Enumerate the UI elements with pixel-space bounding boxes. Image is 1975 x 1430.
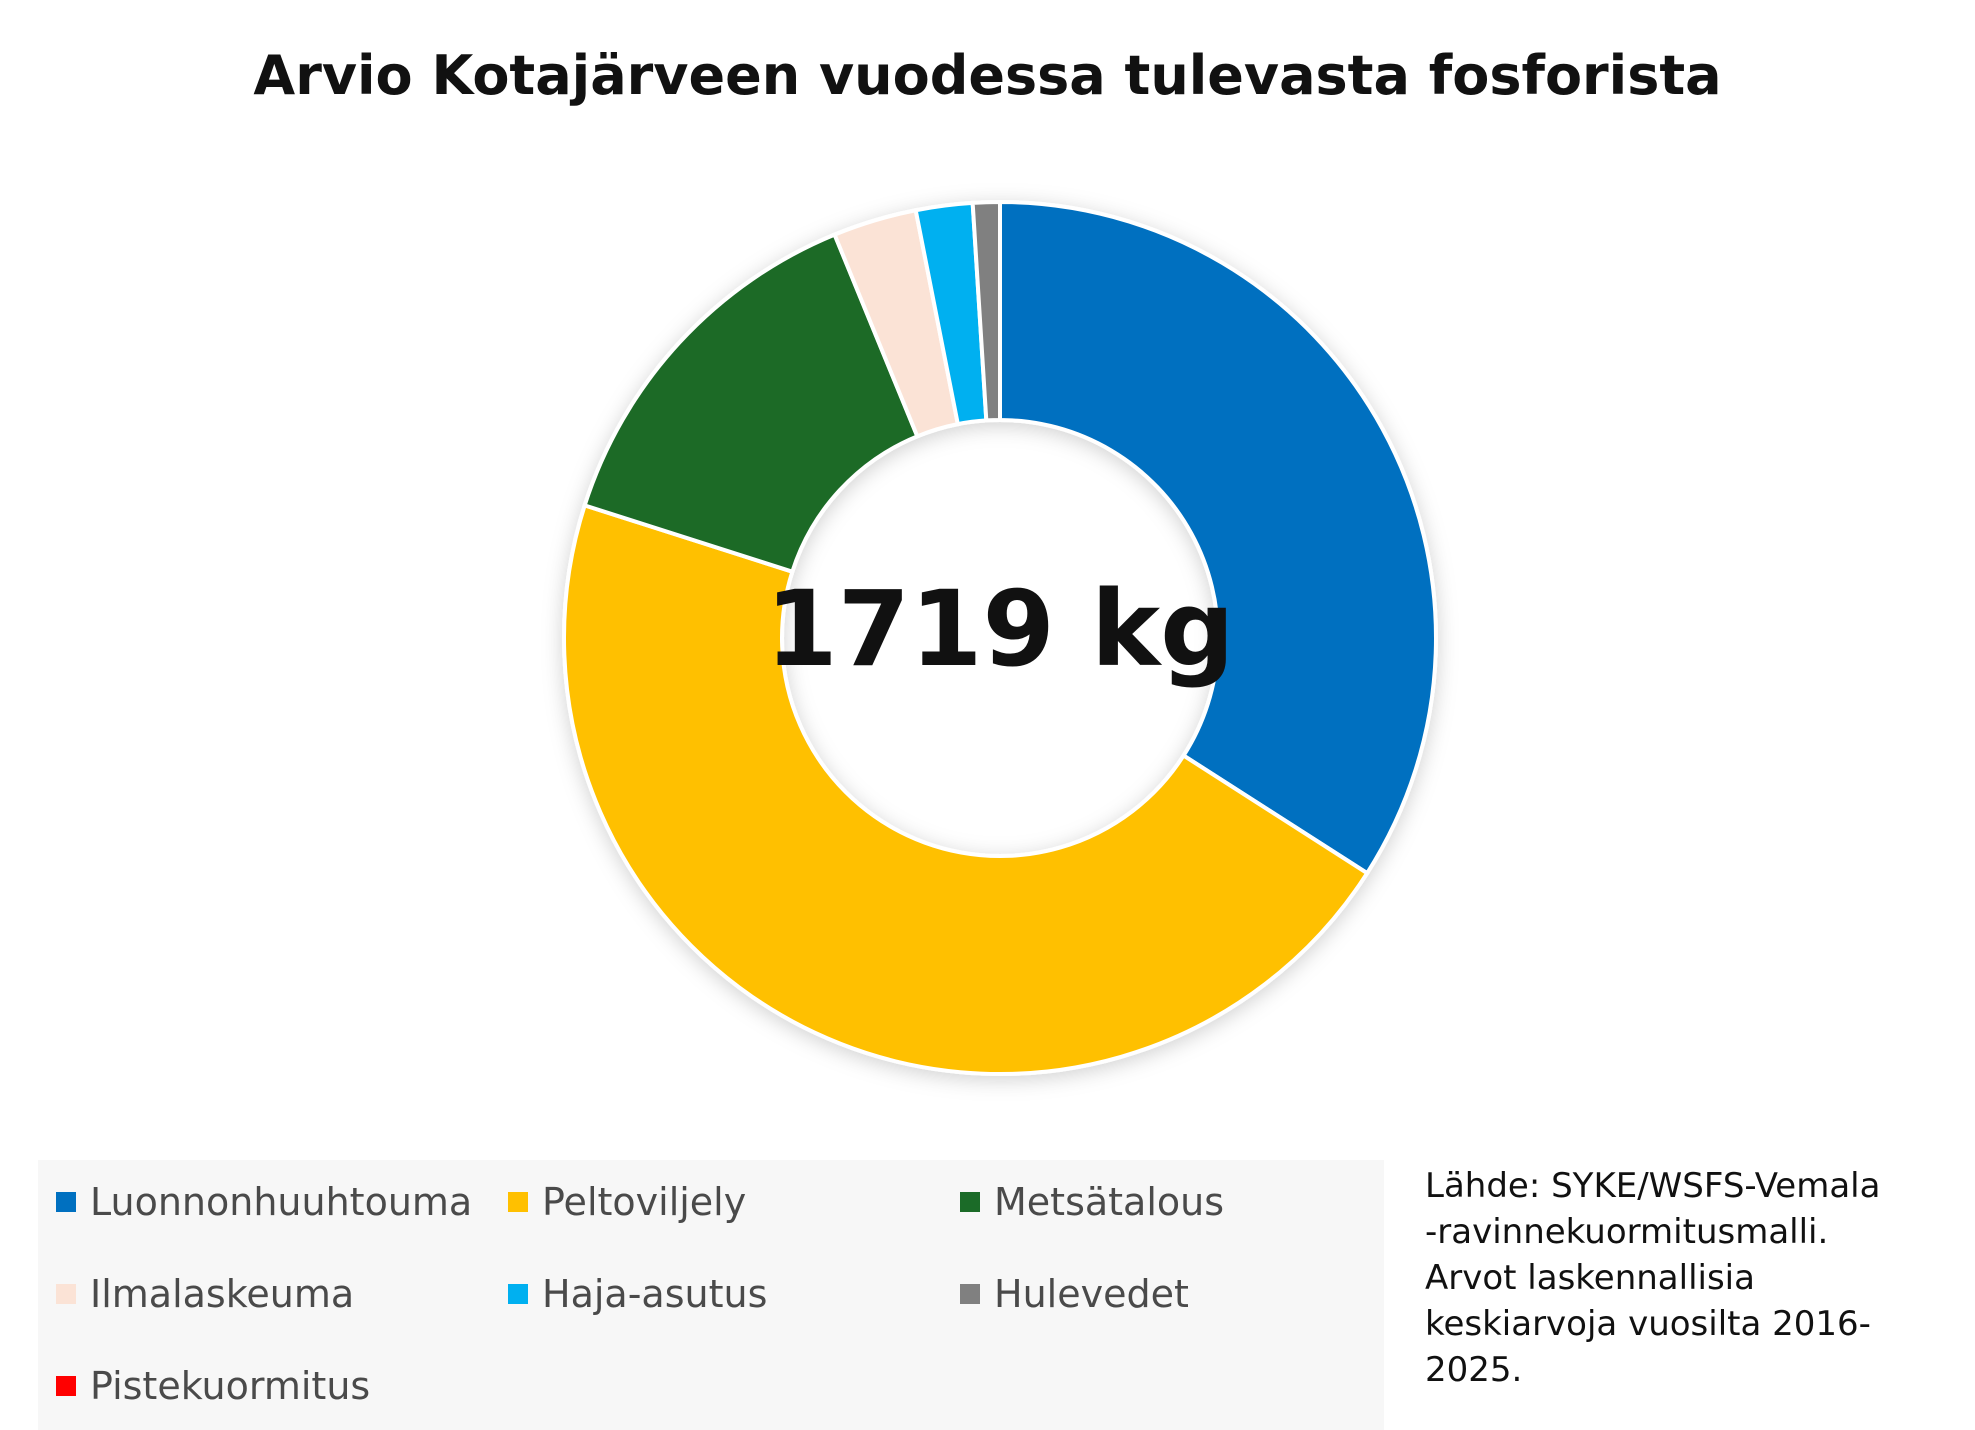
legend-item: Ilmalaskeuma [56, 1272, 354, 1316]
legend-item: Haja-asutus [508, 1272, 767, 1316]
legend-item: Metsätalous [960, 1180, 1224, 1224]
legend-swatch [56, 1376, 76, 1396]
legend-label: Haja-asutus [542, 1272, 768, 1316]
legend-label: Ilmalaskeuma [90, 1272, 355, 1316]
legend-swatch [56, 1284, 76, 1304]
legend-label: Hulevedet [994, 1272, 1189, 1316]
legend-item: Luonnonhuuhtouma [56, 1180, 472, 1224]
legend-swatch [960, 1284, 980, 1304]
legend-label: Peltoviljely [542, 1180, 747, 1224]
source-note: Lähde: SYKE/WSFS-Vemala -ravinnekuormitu… [1425, 1163, 1945, 1393]
source-line: Arvot laskennallisia [1425, 1258, 1755, 1298]
source-line: -ravinnekuormitusmalli. [1425, 1212, 1829, 1252]
source-line: Lähde: SYKE/WSFS-Vemala [1425, 1166, 1881, 1206]
donut-slices [562, 199, 1438, 1076]
legend-swatch [508, 1284, 528, 1304]
donut-slice-1 [998, 199, 1438, 876]
donut-slice-3 [582, 231, 920, 575]
source-line: keskiarvoja vuosilta 2016- [1425, 1304, 1871, 1344]
legend-swatch [960, 1192, 980, 1212]
legend-label: Pistekuormitus [90, 1364, 371, 1408]
center-total-label: 1719 kg [765, 568, 1234, 690]
donut-slice-2 [562, 502, 1370, 1076]
donut-slice-6 [970, 199, 1002, 423]
legend-label: Luonnonhuuhtouma [90, 1180, 473, 1224]
legend-item: Hulevedet [960, 1272, 1189, 1316]
source-line: 2025. [1425, 1350, 1523, 1390]
legend-swatch [56, 1192, 76, 1212]
legend-label: Metsätalous [994, 1180, 1225, 1224]
legend: Luonnonhuuhtouma Peltoviljely Metsätalous I… [38, 1160, 1384, 1430]
legend-swatch [508, 1192, 528, 1212]
chart-title: Arvio Kotajärveen vuodessa tulevasta fos… [253, 44, 1722, 107]
legend-item: Peltoviljely [508, 1180, 746, 1224]
legend-item: Pistekuormitus [56, 1364, 370, 1408]
